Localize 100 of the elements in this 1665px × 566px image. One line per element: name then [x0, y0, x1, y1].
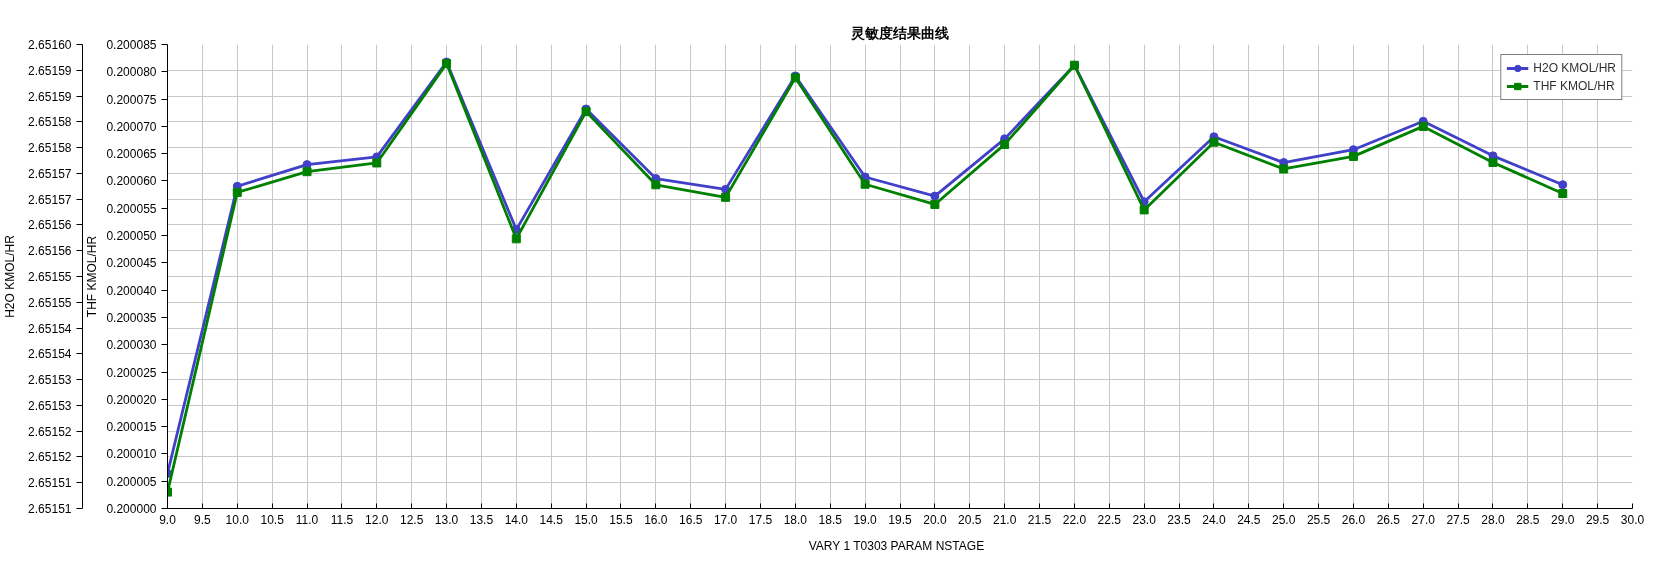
y-tick-label: 2.65155	[28, 270, 72, 284]
x-tick-label: 28.0	[1481, 512, 1505, 527]
x-tick-label: 11.0	[295, 512, 319, 527]
y2-tick-label: 0.200020	[106, 392, 157, 407]
y2-axis-title: THF KMOL/HR	[85, 235, 100, 318]
y-tick-label: 2.65156	[28, 244, 72, 259]
x-tick-label: 17.5	[748, 512, 773, 527]
x-tick-label: 19.5	[888, 512, 912, 527]
x-tick-label: 23.5	[1167, 512, 1192, 527]
y2-tick-label: 0.200005	[106, 474, 157, 489]
x-tick-label: 26.0	[1341, 512, 1366, 527]
y-tick-label: 2.65159	[28, 89, 72, 104]
point	[930, 199, 940, 209]
point	[1279, 164, 1289, 174]
y2-tick-label: 0.200015	[106, 420, 157, 435]
point	[1209, 137, 1219, 147]
x-tick-label: 19.0	[853, 512, 878, 527]
y-tick-label: 2.65151	[28, 502, 72, 516]
point	[721, 192, 731, 202]
x-tick-label: 12.0	[365, 512, 389, 527]
point	[302, 167, 312, 177]
x-tick-label: 17.0	[713, 512, 738, 527]
y2-tick-label: 0.200055	[106, 201, 157, 216]
y2-tick-label: 0.200075	[106, 92, 157, 107]
point	[1348, 151, 1358, 161]
x-tick-label: 24.0	[1202, 512, 1226, 527]
x-tick-label: 27.5	[1446, 512, 1471, 527]
x-tick-label: 22.5	[1097, 512, 1122, 527]
y2-tick-label: 0.200050	[106, 229, 157, 244]
point	[1488, 157, 1498, 167]
x-tick-label: 22.0	[1062, 512, 1087, 527]
y2-tick-label: 0.200035	[106, 310, 157, 325]
y-tick-label: 2.65160	[28, 38, 72, 52]
point	[1558, 180, 1568, 190]
y2-tick-label: 0.200040	[106, 283, 157, 298]
y2-tick-label: 0.200010	[106, 447, 157, 462]
x-tick-label: 13.0	[434, 512, 459, 527]
x-tick-label: 14.0	[504, 512, 529, 527]
x-tick-label: 20.0	[923, 512, 947, 527]
y2-tick-label: 0.200060	[106, 174, 157, 189]
y2-tick-label: 0.200070	[106, 119, 157, 134]
y-tick-label: 2.65152	[28, 450, 72, 465]
y-tick-label: 2.65153	[28, 398, 72, 413]
y2-tick-label: 0.200025	[106, 365, 157, 380]
y2-tick-label: 0.200030	[106, 338, 157, 353]
point	[651, 180, 661, 190]
y-tick-label: 2.65154	[28, 321, 72, 336]
x-tick-label: 10.0	[225, 512, 250, 527]
legend-label: H2O KMOL/HR	[1533, 60, 1616, 76]
x-tick-label: 21.0	[992, 512, 1017, 527]
y-tick-label: 2.65154	[28, 347, 72, 362]
y2-tick-label: 0.200000	[106, 502, 157, 516]
y2-tick-label: 0.200045	[106, 256, 157, 271]
x-tick-label: 25.5	[1306, 512, 1331, 527]
y-tick-label: 2.65157	[28, 166, 72, 181]
point	[232, 187, 242, 197]
x-tick-label: 24.5	[1237, 512, 1261, 527]
y-tick-label: 2.65158	[28, 115, 72, 130]
x-tick-label: 18.5	[818, 512, 843, 527]
x-tick-label: 10.5	[260, 512, 285, 527]
x-tick-label: 29.5	[1585, 512, 1610, 527]
point	[1139, 205, 1149, 215]
point	[1558, 189, 1568, 199]
y-tick-label: 2.65158	[28, 141, 72, 156]
y-tick-label: 2.65151	[28, 476, 72, 491]
x-tick-label: 13.5	[469, 512, 494, 527]
y2-tick-label: 0.200080	[106, 65, 157, 80]
point	[372, 158, 382, 168]
y-tick-label: 2.65159	[28, 63, 72, 78]
x-tick-label: 30.0	[1620, 512, 1645, 527]
x-axis-title: VARY 1 T0303 PARAM NSTAGE	[808, 538, 985, 553]
point	[930, 191, 940, 201]
y2-tick-label: 0.200065	[106, 147, 157, 162]
x-tick-label: 18.0	[783, 512, 808, 527]
y-tick-label: 2.65157	[28, 192, 72, 207]
y-axis-title: H2O KMOL/HR	[3, 234, 18, 318]
y2-tick-label: 0.200085	[106, 38, 157, 52]
x-tick-label: 20.5	[958, 512, 982, 527]
legend-label: THF KMOL/HR	[1533, 78, 1615, 94]
point	[860, 179, 870, 189]
x-tick-label: 14.5	[539, 512, 564, 527]
x-tick-label: 16.0	[644, 512, 668, 527]
x-tick-label: 12.5	[399, 512, 424, 527]
x-tick-label: 26.5	[1376, 512, 1401, 527]
x-tick-label: 16.5	[679, 512, 703, 527]
x-tick-label: 27.0	[1411, 512, 1436, 527]
x-tick-label: 28.5	[1516, 512, 1540, 527]
x-tick-label: 25.0	[1272, 512, 1296, 527]
x-tick-label: 15.5	[609, 512, 633, 527]
y-tick-label: 2.65153	[28, 373, 72, 388]
x-tick-label: 9.0	[159, 512, 177, 527]
x-tick-label: 11.5	[330, 512, 354, 527]
y-tick-label: 2.65152	[28, 424, 72, 439]
x-tick-label: 21.5	[1027, 512, 1052, 527]
x-tick-label: 15.0	[574, 512, 599, 527]
x-tick-label: 29.0	[1551, 512, 1575, 527]
x-tick-label: 23.0	[1132, 512, 1157, 527]
point	[511, 234, 521, 244]
y-tick-label: 2.65155	[28, 295, 72, 310]
chart-title: 灵敏度结果曲线	[850, 24, 949, 41]
